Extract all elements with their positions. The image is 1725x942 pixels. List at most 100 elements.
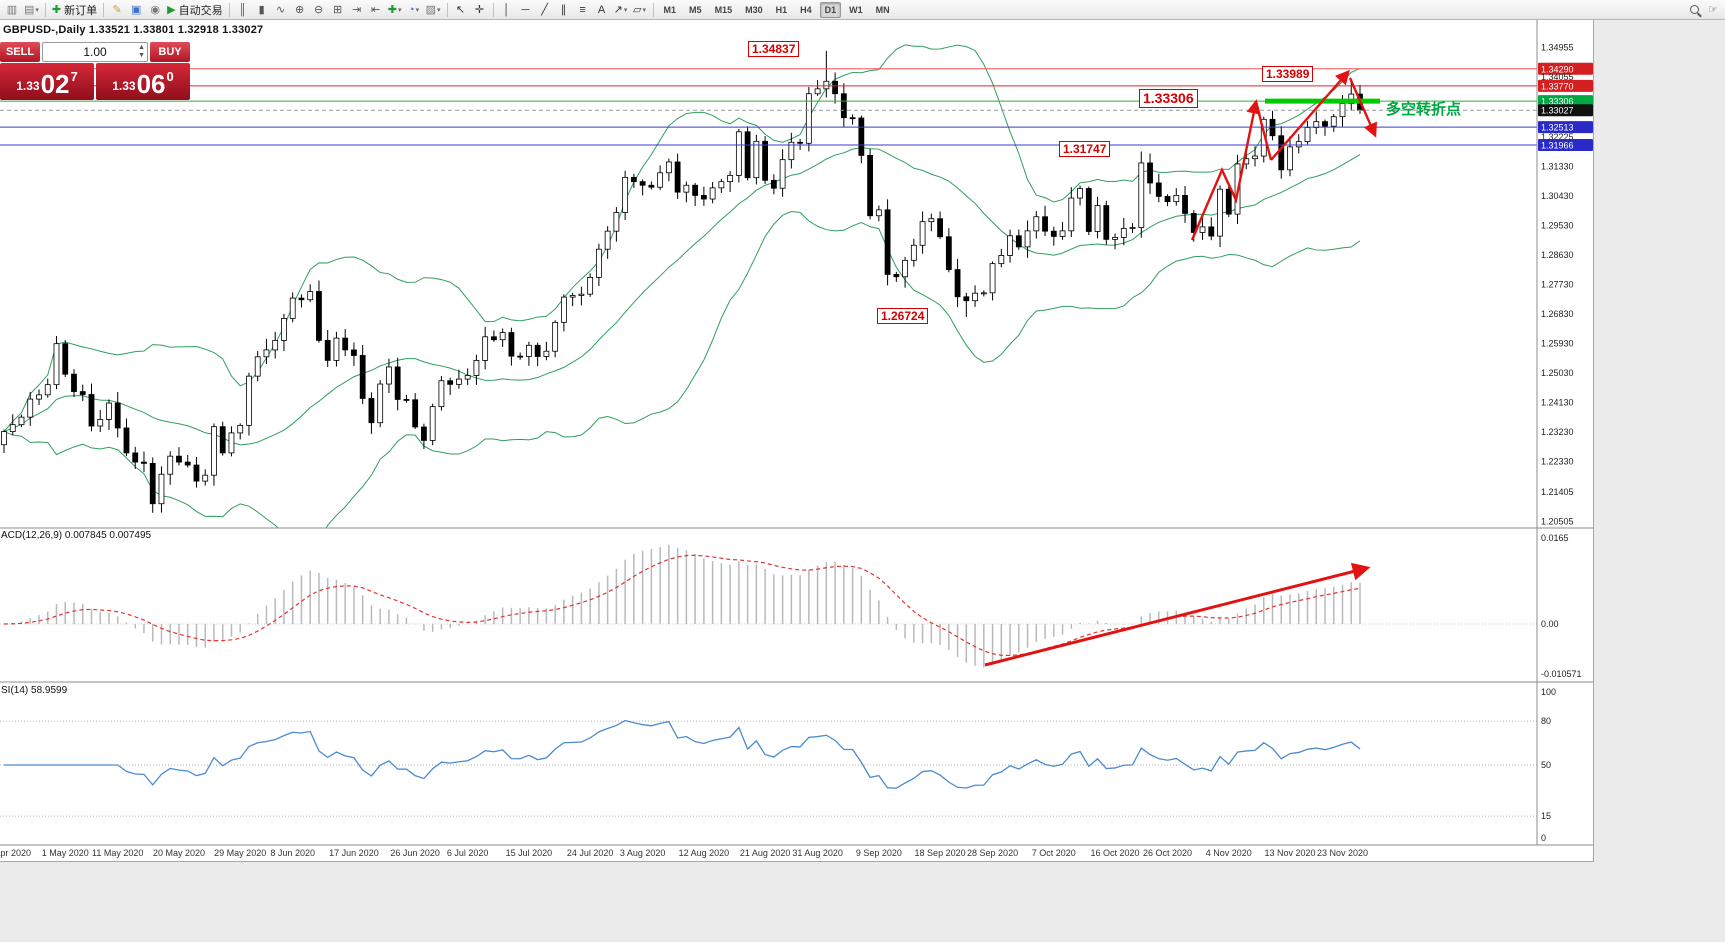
macd-pane <box>0 544 1537 668</box>
svg-text:15 Jul 2020: 15 Jul 2020 <box>506 848 553 858</box>
fibonacci-icon[interactable]: ≡ <box>574 1 592 18</box>
volume-down-icon[interactable]: ▼ <box>138 52 145 59</box>
indicators-icon[interactable]: ✚ ▾ <box>386 1 404 18</box>
pan-icon[interactable]: ☞ <box>1704 1 1722 18</box>
zoom-out-icon[interactable]: ⊖ <box>310 1 328 18</box>
price-callout[interactable]: 1.33306 <box>1139 89 1198 108</box>
price-callout[interactable]: 1.26724 <box>877 308 929 324</box>
zoom-in-icon-glyph: ⊕ <box>295 4 305 16</box>
trendline-icon-glyph: ╱ <box>541 4 548 16</box>
bar-chart-icon-glyph: ║ <box>238 3 247 16</box>
auto-scroll-icon[interactable]: ⇥ <box>348 1 366 18</box>
pan-icon-glyph: ☞ <box>1708 4 1718 16</box>
svg-text:1.24130: 1.24130 <box>1541 398 1574 408</box>
rsi-pane <box>0 719 1537 817</box>
volume-input[interactable]: 1.00 ▲ ▼ <box>42 42 148 62</box>
ask-prefix: 1.33 <box>112 79 136 93</box>
svg-text:24 Jul 2020: 24 Jul 2020 <box>567 848 614 858</box>
trendline-icon[interactable]: ╱ <box>536 1 554 18</box>
timeframe-m1-button[interactable]: M1 <box>663 4 677 15</box>
buy-button[interactable]: BUY <box>150 42 190 62</box>
svg-text:1.29530: 1.29530 <box>1541 220 1574 230</box>
toolbar-separator <box>492 2 494 17</box>
tile-windows-icon-glyph: ⊞ <box>333 4 343 16</box>
channel-icon[interactable]: ∥ <box>555 1 573 18</box>
svg-text:8 Jun 2020: 8 Jun 2020 <box>270 848 315 858</box>
toolbar-separator <box>228 2 230 17</box>
candlestick-chart-icon[interactable]: ▮ <box>253 1 271 18</box>
search-icon[interactable] <box>1685 1 1703 18</box>
chart-window[interactable]: 1.34955 1.34290 1.34055 1.33770 1.33306 1.330… <box>0 20 1594 862</box>
timeframe-h4-button[interactable]: H4 <box>800 4 812 15</box>
one-click-trading-panel: SELL 1.00 ▲ ▼ BUY 1.33 02 7 1.33 06 0 <box>0 42 190 100</box>
sell-price-button[interactable]: 1.33 02 7 <box>0 63 94 100</box>
svg-text:-0.010571: -0.010571 <box>1541 669 1582 679</box>
timeframe-m30-button[interactable]: M30 <box>745 4 763 15</box>
svg-text:Apr 2020: Apr 2020 <box>0 848 31 858</box>
autotrading-button-label: 自动交易 <box>178 4 223 17</box>
data-window-icon-glyph: ▣ <box>130 4 142 16</box>
svg-text:1.30430: 1.30430 <box>1541 191 1574 201</box>
volume-up-icon[interactable]: ▲ <box>138 44 145 51</box>
sell-button[interactable]: SELL <box>0 42 40 62</box>
crosshair-icon[interactable]: ✛ <box>471 1 489 18</box>
arrows-icon-glyph: ↗ <box>613 4 623 16</box>
chevron-down-icon: ▾ <box>397 6 402 14</box>
profiles-icon[interactable]: ▤ ▾ <box>22 1 41 18</box>
price-callout[interactable]: 1.31747 <box>1059 141 1111 157</box>
svg-text:0: 0 <box>1541 833 1546 843</box>
svg-text:1.28630: 1.28630 <box>1541 250 1574 260</box>
chart-shift-icon[interactable]: ⇤ <box>367 1 385 18</box>
new-order-button[interactable]: ✚ 新订单 <box>50 1 99 18</box>
horizontal-line-icon[interactable]: ─ <box>517 1 535 18</box>
timeframe-d1-button[interactable]: D1 <box>819 1 842 18</box>
annotations-layer[interactable] <box>984 69 1377 667</box>
data-window-icon[interactable]: ▣ <box>127 1 145 18</box>
timeframe-m15-button[interactable]: M15 <box>714 4 733 15</box>
tile-windows-icon[interactable]: ⊞ <box>329 1 347 18</box>
volume-value: 1.00 <box>83 45 107 59</box>
axes-layer: 1.349551.342901.340551.337701.333061.330… <box>0 20 1594 858</box>
periods-icon[interactable]: ◔ ▾ <box>405 1 423 18</box>
svg-text:3 Aug 2020: 3 Aug 2020 <box>620 848 666 858</box>
templates-icon[interactable]: ▨ ▾ <box>424 1 443 18</box>
new-chart-icon[interactable]: ▥ <box>3 1 21 18</box>
cursor-icon[interactable]: ↖ <box>452 1 470 18</box>
svg-text:1.26830: 1.26830 <box>1541 309 1574 319</box>
macd-indicator-label: ACD(12,26,9) 0.007845 0.007495 <box>1 530 152 541</box>
svg-text:80: 80 <box>1541 716 1551 726</box>
bid-prefix: 1.33 <box>16 79 40 93</box>
navigator-icon[interactable]: ◉ <box>146 1 164 18</box>
metaeditor-icon[interactable]: ✎ <box>108 1 126 18</box>
timeframe-w1-button[interactable]: W1 <box>849 4 863 15</box>
bid-pip-digit: 7 <box>70 69 78 84</box>
svg-text:1.33027: 1.33027 <box>1541 106 1574 116</box>
toolbar-separator <box>446 2 448 17</box>
line-chart-icon[interactable]: ∿ <box>272 1 290 18</box>
timeframe-mn-button[interactable]: MN <box>875 4 890 15</box>
shapes-icon[interactable]: ▱ ▾ <box>631 1 649 18</box>
autotrading-button[interactable]: ▶ 自动交易 <box>165 1 224 18</box>
svg-text:29 May 2020: 29 May 2020 <box>214 848 266 858</box>
svg-text:31 Aug 2020: 31 Aug 2020 <box>792 848 843 858</box>
svg-text:16 Oct 2020: 16 Oct 2020 <box>1091 848 1140 858</box>
annotation-note[interactable]: 多空转折点 <box>1386 101 1462 118</box>
svg-text:12 Aug 2020: 12 Aug 2020 <box>679 848 730 858</box>
timeframe-m5-button[interactable]: M5 <box>689 4 702 15</box>
bar-chart-icon[interactable]: ║ <box>234 1 252 18</box>
price-callout[interactable]: 1.33989 <box>1262 66 1314 82</box>
arrows-icon[interactable]: ↗ ▾ <box>612 1 630 18</box>
text-icon[interactable]: A <box>593 1 611 18</box>
price-callout[interactable]: 1.34837 <box>748 41 800 57</box>
chevron-down-icon: ▾ <box>623 6 628 14</box>
svg-text:1.31966: 1.31966 <box>1541 141 1574 151</box>
buy-price-button[interactable]: 1.33 06 0 <box>96 63 190 100</box>
zoom-in-icon[interactable]: ⊕ <box>291 1 309 18</box>
svg-text:1.31330: 1.31330 <box>1541 161 1574 171</box>
vertical-line-icon[interactable]: │ <box>498 1 516 18</box>
chart-canvas[interactable]: 1.349551.342901.340551.337701.333061.330… <box>0 20 1594 862</box>
toolbar-separator <box>652 2 654 17</box>
timeframe-h1-button[interactable]: H1 <box>775 4 788 15</box>
toolbar-separator <box>103 2 105 17</box>
profiles-icon-glyph: ▤ <box>24 4 35 16</box>
